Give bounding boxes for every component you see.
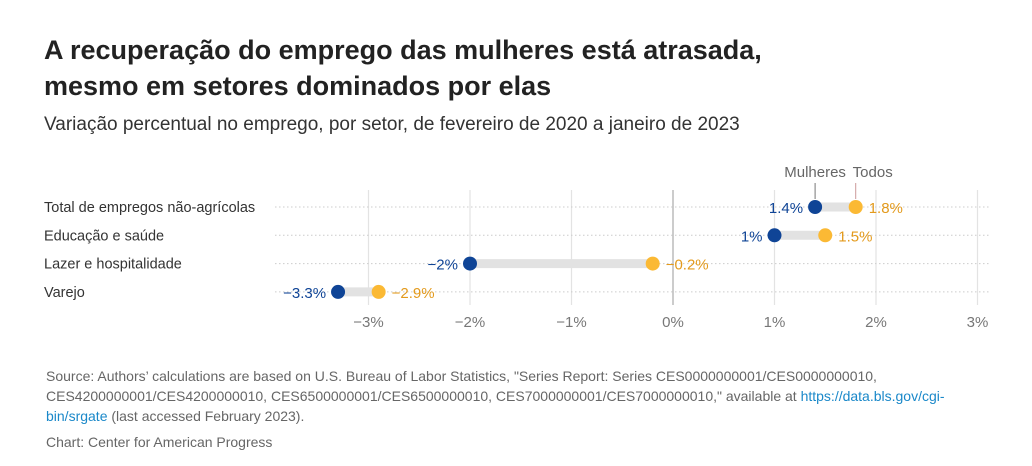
title-line-1: A recuperação do emprego das mulheres es… xyxy=(44,35,762,65)
point-todos xyxy=(818,228,833,243)
category-label: Lazer e hospitalidade xyxy=(44,257,182,273)
label-todos: −0.2% xyxy=(666,257,709,274)
x-tick-label: 2% xyxy=(865,314,887,331)
x-tick-label: −1% xyxy=(556,314,586,331)
legend-mulheres: Mulheres xyxy=(784,164,846,181)
point-mulheres xyxy=(808,200,823,214)
label-todos: −2.9% xyxy=(392,285,435,302)
x-tick-label: 0% xyxy=(662,314,684,331)
chart-credit: Chart: Center for American Progress xyxy=(46,434,273,450)
category-label: Educação e saúde xyxy=(44,228,164,244)
source-text-end: (last accessed February 2023). xyxy=(107,408,305,424)
label-mulheres: −3.3% xyxy=(283,285,326,302)
point-todos xyxy=(371,284,386,299)
point-mulheres xyxy=(767,228,782,243)
category-label: Total de empregos não-agrícolas xyxy=(44,200,255,216)
label-mulheres: −2% xyxy=(428,257,458,274)
x-tick-label: −3% xyxy=(353,314,383,331)
chart-title: A recuperação do emprego das mulheres es… xyxy=(44,32,1004,104)
point-todos xyxy=(848,200,863,214)
x-tick-label: 1% xyxy=(764,314,786,331)
point-mulheres xyxy=(331,284,346,299)
title-line-2: mesmo em setores dominados por elas xyxy=(44,71,552,101)
point-mulheres xyxy=(463,256,477,271)
label-todos: 1.8% xyxy=(869,200,903,217)
point-todos xyxy=(645,256,660,271)
label-todos: 1.5% xyxy=(838,228,872,245)
source-link[interactable]: https://data.bls.gov/cgi-bin/srgate xyxy=(46,388,945,424)
x-tick-label: −2% xyxy=(455,314,485,331)
category-label: Varejo xyxy=(44,285,85,301)
chart-subtitle: Variação percentual no emprego, por seto… xyxy=(44,114,740,135)
source-note: Source: Authors’ calculations are based … xyxy=(46,366,996,426)
label-mulheres: 1% xyxy=(741,228,763,245)
legend-todos: Todos xyxy=(853,164,893,181)
source-text: Source: Authors’ calculations are based … xyxy=(46,368,877,404)
x-tick-label: 3% xyxy=(967,314,989,331)
label-mulheres: 1.4% xyxy=(769,200,803,217)
